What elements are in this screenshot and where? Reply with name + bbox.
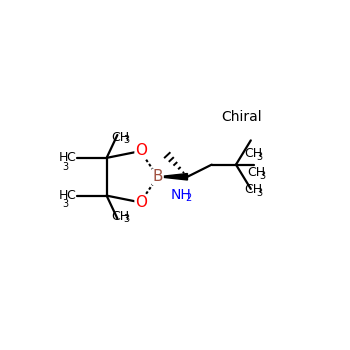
- Text: 3: 3: [256, 152, 262, 162]
- Text: C: C: [67, 152, 76, 164]
- Text: 2: 2: [186, 193, 192, 203]
- Text: CH: CH: [247, 166, 265, 179]
- Text: Chiral: Chiral: [221, 111, 262, 125]
- Text: H: H: [59, 189, 68, 202]
- Text: 3: 3: [123, 214, 130, 224]
- Text: 3: 3: [259, 171, 265, 181]
- Text: CH: CH: [244, 147, 262, 160]
- Text: B: B: [153, 169, 163, 184]
- Text: CH: CH: [111, 131, 130, 144]
- Text: O: O: [135, 195, 147, 210]
- Text: NH: NH: [171, 188, 191, 202]
- Text: 3: 3: [123, 135, 130, 145]
- Text: 3: 3: [63, 199, 69, 209]
- Text: CH: CH: [111, 210, 130, 223]
- Polygon shape: [158, 174, 188, 180]
- Text: C: C: [67, 189, 76, 202]
- Text: 3: 3: [63, 162, 69, 172]
- Text: CH: CH: [244, 183, 262, 196]
- Text: H: H: [59, 152, 68, 164]
- Text: 3: 3: [256, 188, 262, 198]
- Text: O: O: [135, 143, 147, 158]
